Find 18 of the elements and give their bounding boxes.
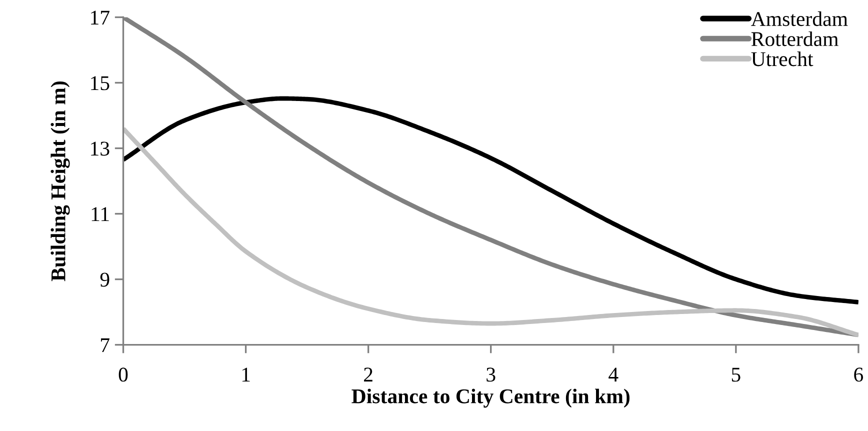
- x-tick-label: 2: [364, 368, 372, 382]
- y-tick-label: 13: [91, 142, 110, 156]
- x-tick-label: 4: [608, 368, 618, 382]
- legend-label: Utrecht: [751, 52, 814, 66]
- x-axis-title: Distance to City Centre (in km): [352, 388, 630, 408]
- x-tick-label: 1: [242, 368, 250, 382]
- x-tick-label: 3: [486, 368, 496, 382]
- y-tick-label: 9: [100, 272, 110, 287]
- y-tick-label: 17: [91, 10, 110, 24]
- legend-label: Rotterdam: [751, 31, 838, 46]
- x-tick-label: 6: [854, 368, 864, 382]
- x-tick-label: 0: [118, 368, 128, 382]
- y-tick-label: 15: [91, 76, 110, 90]
- y-tick-label: 11: [92, 207, 109, 222]
- legend-label: Amsterdam: [751, 11, 848, 26]
- x-tick-label: 5: [732, 368, 740, 382]
- y-tick-label: 7: [101, 338, 110, 352]
- y-axis-title: Building Height (in m): [50, 82, 70, 282]
